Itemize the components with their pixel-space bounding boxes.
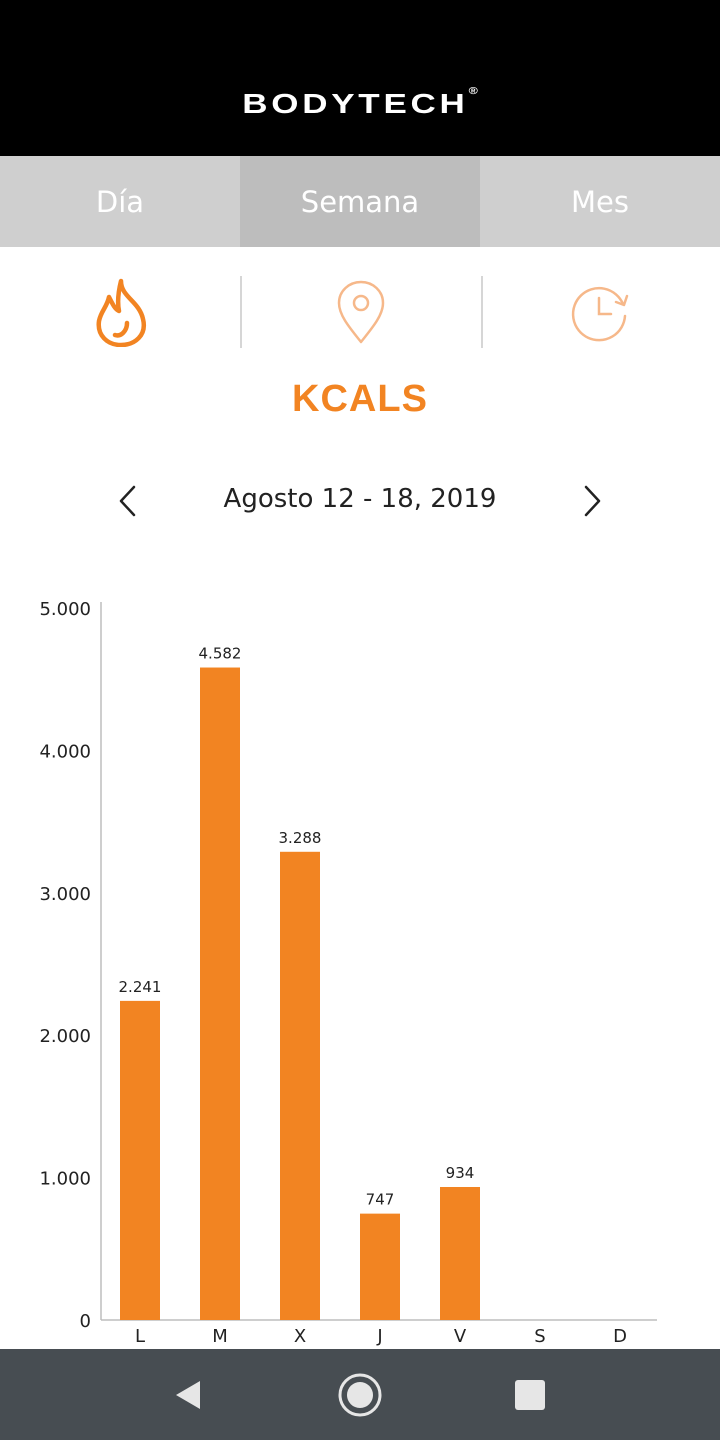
- prev-week-button[interactable]: [105, 478, 151, 524]
- y-tick-label: 2.000: [39, 1026, 91, 1047]
- tab-semana[interactable]: Semana: [240, 156, 480, 247]
- system-recents-button[interactable]: [504, 1369, 556, 1421]
- system-navigation-bar: [0, 1349, 720, 1440]
- bar-value-label: 3.288: [279, 829, 322, 847]
- date-range-label: Agosto 12 - 18, 2019: [223, 484, 497, 514]
- system-back-button[interactable]: [162, 1369, 214, 1421]
- location-pin-icon: [337, 280, 385, 344]
- x-tick-label: D: [613, 1326, 627, 1347]
- bar-value-label: 4.582: [199, 645, 242, 663]
- app-header: BODYTECH®: [0, 0, 720, 156]
- bar: [280, 851, 320, 1320]
- metric-time-button[interactable]: [541, 276, 661, 348]
- bar: [360, 1213, 400, 1320]
- bar-value-label: 934: [446, 1164, 475, 1182]
- back-triangle-icon: [176, 1381, 200, 1409]
- y-tick-label: 4.000: [39, 741, 91, 762]
- recents-square-icon: [515, 1380, 545, 1410]
- metric-selector: [0, 276, 720, 348]
- metric-divider: [481, 276, 483, 348]
- clock-refresh-icon: [571, 286, 629, 342]
- metric-title: KCALS: [292, 378, 428, 420]
- metric-distance-button[interactable]: [301, 276, 421, 348]
- bar: [200, 667, 240, 1320]
- y-tick-label: 5.000: [39, 599, 91, 620]
- period-tabs: Día Semana Mes: [0, 156, 720, 247]
- flame-icon: [96, 278, 147, 347]
- y-tick-label: 0: [80, 1311, 91, 1332]
- metric-divider: [240, 276, 242, 348]
- tab-dia[interactable]: Día: [0, 156, 240, 247]
- x-tick-label: S: [534, 1326, 545, 1347]
- bar: [440, 1186, 480, 1320]
- brand-logo: BODYTECH®: [242, 86, 478, 119]
- x-tick-label: J: [376, 1326, 382, 1347]
- x-tick-label: V: [454, 1326, 467, 1347]
- bar-value-label: 747: [366, 1191, 395, 1209]
- kcals-bar-chart: 0 1.000 2.000 3.000 4.000 5.000 L 2.241 M 4.582 X 3…: [39, 599, 657, 1347]
- next-week-button[interactable]: [569, 478, 615, 524]
- y-tick-label: 3.000: [39, 884, 91, 905]
- system-home-button[interactable]: [334, 1369, 386, 1421]
- x-tick-label: L: [135, 1326, 145, 1347]
- metric-kcals-button[interactable]: [61, 276, 181, 348]
- x-tick-label: M: [212, 1326, 228, 1347]
- bar: [120, 1000, 160, 1320]
- y-tick-label: 1.000: [39, 1169, 91, 1190]
- x-tick-label: X: [294, 1326, 306, 1347]
- chevron-right-icon: [584, 485, 601, 517]
- home-circle-icon: [338, 1373, 382, 1417]
- chevron-left-icon: [119, 485, 136, 517]
- bar-value-label: 2.241: [119, 978, 162, 996]
- tab-mes[interactable]: Mes: [480, 156, 720, 247]
